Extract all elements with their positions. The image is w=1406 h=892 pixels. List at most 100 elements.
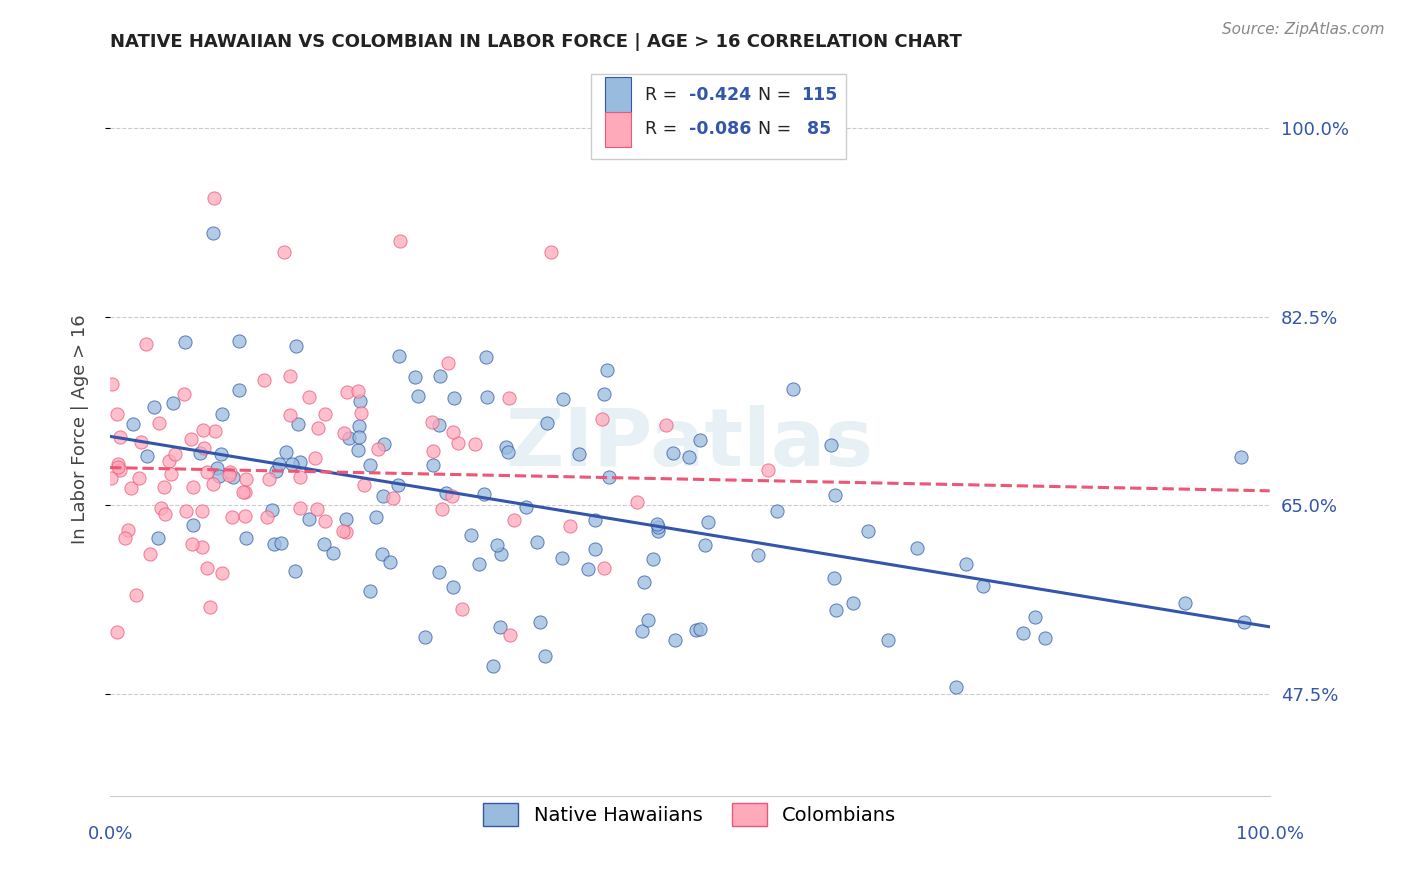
Point — [641, 551, 664, 566]
Point — [664, 632, 686, 647]
Point — [905, 541, 928, 556]
Point — [495, 440, 517, 454]
Point — [568, 447, 591, 461]
Point — [332, 524, 354, 538]
Point — [288, 455, 311, 469]
Point — [284, 564, 307, 578]
Text: -0.424: -0.424 — [689, 86, 751, 104]
Point — [335, 525, 357, 540]
Point — [359, 583, 381, 598]
Point — [228, 334, 250, 348]
Point — [305, 501, 328, 516]
Point — [429, 369, 451, 384]
Point — [647, 524, 669, 538]
Point — [367, 442, 389, 456]
Point — [211, 407, 233, 421]
Point — [576, 562, 599, 576]
Point — [347, 443, 370, 458]
Point — [314, 537, 336, 551]
Point — [502, 513, 524, 527]
Point — [148, 416, 170, 430]
Point — [153, 507, 176, 521]
FancyBboxPatch shape — [605, 78, 631, 112]
Point — [596, 363, 619, 377]
Point — [335, 511, 357, 525]
Point — [195, 561, 218, 575]
Point — [443, 392, 465, 406]
Text: 115: 115 — [801, 86, 838, 104]
Point — [782, 382, 804, 396]
Point — [105, 408, 128, 422]
Point — [387, 477, 409, 491]
Point — [697, 515, 720, 529]
Point — [464, 437, 486, 451]
Text: ZIPatlas: ZIPatlas — [506, 405, 875, 483]
Point — [235, 472, 257, 486]
Point — [945, 681, 967, 695]
Point — [467, 557, 489, 571]
FancyBboxPatch shape — [592, 75, 846, 159]
Point — [842, 596, 865, 610]
Point — [499, 628, 522, 642]
Point — [592, 561, 614, 575]
Point — [353, 477, 375, 491]
Point — [689, 622, 711, 636]
Text: R =: R = — [645, 86, 682, 104]
Point — [153, 480, 176, 494]
Point — [972, 579, 994, 593]
Point — [125, 588, 148, 602]
Point — [288, 501, 311, 516]
Point — [173, 387, 195, 401]
Text: N =: N = — [758, 86, 797, 104]
Point — [388, 349, 411, 363]
Point — [150, 501, 173, 516]
Point — [534, 648, 557, 663]
Point — [380, 555, 402, 569]
Point — [662, 446, 685, 460]
Point — [420, 415, 443, 429]
Point — [820, 438, 842, 452]
Point — [1012, 626, 1035, 640]
Point — [218, 465, 240, 479]
Point — [136, 450, 159, 464]
Point — [101, 377, 124, 392]
Point — [482, 658, 505, 673]
Point — [202, 477, 225, 491]
Point — [347, 384, 370, 399]
Point — [477, 390, 499, 404]
Point — [404, 369, 426, 384]
FancyBboxPatch shape — [605, 112, 631, 147]
Point — [349, 406, 371, 420]
Point — [176, 504, 198, 518]
Text: 0.0%: 0.0% — [87, 825, 132, 843]
Point — [1233, 615, 1256, 629]
Point — [583, 513, 606, 527]
Point — [307, 421, 329, 435]
Point — [332, 425, 354, 440]
Point — [359, 458, 381, 472]
Point — [191, 423, 214, 437]
Point — [235, 531, 257, 545]
Point — [474, 486, 496, 500]
Point — [371, 547, 394, 561]
Point — [1174, 596, 1197, 610]
Point — [347, 418, 370, 433]
Point — [193, 442, 215, 456]
Point — [1024, 610, 1046, 624]
Point — [121, 417, 143, 431]
Point — [195, 465, 218, 479]
Point — [278, 408, 301, 422]
Point — [388, 234, 411, 248]
Point — [204, 191, 226, 205]
Point — [349, 394, 371, 409]
Point — [157, 454, 180, 468]
Point — [756, 463, 779, 477]
Point — [489, 547, 512, 561]
Point — [526, 535, 548, 549]
Point — [591, 412, 613, 426]
Point — [202, 226, 225, 240]
Point — [278, 369, 301, 384]
Point — [693, 538, 716, 552]
Point — [180, 433, 202, 447]
Point — [162, 396, 184, 410]
